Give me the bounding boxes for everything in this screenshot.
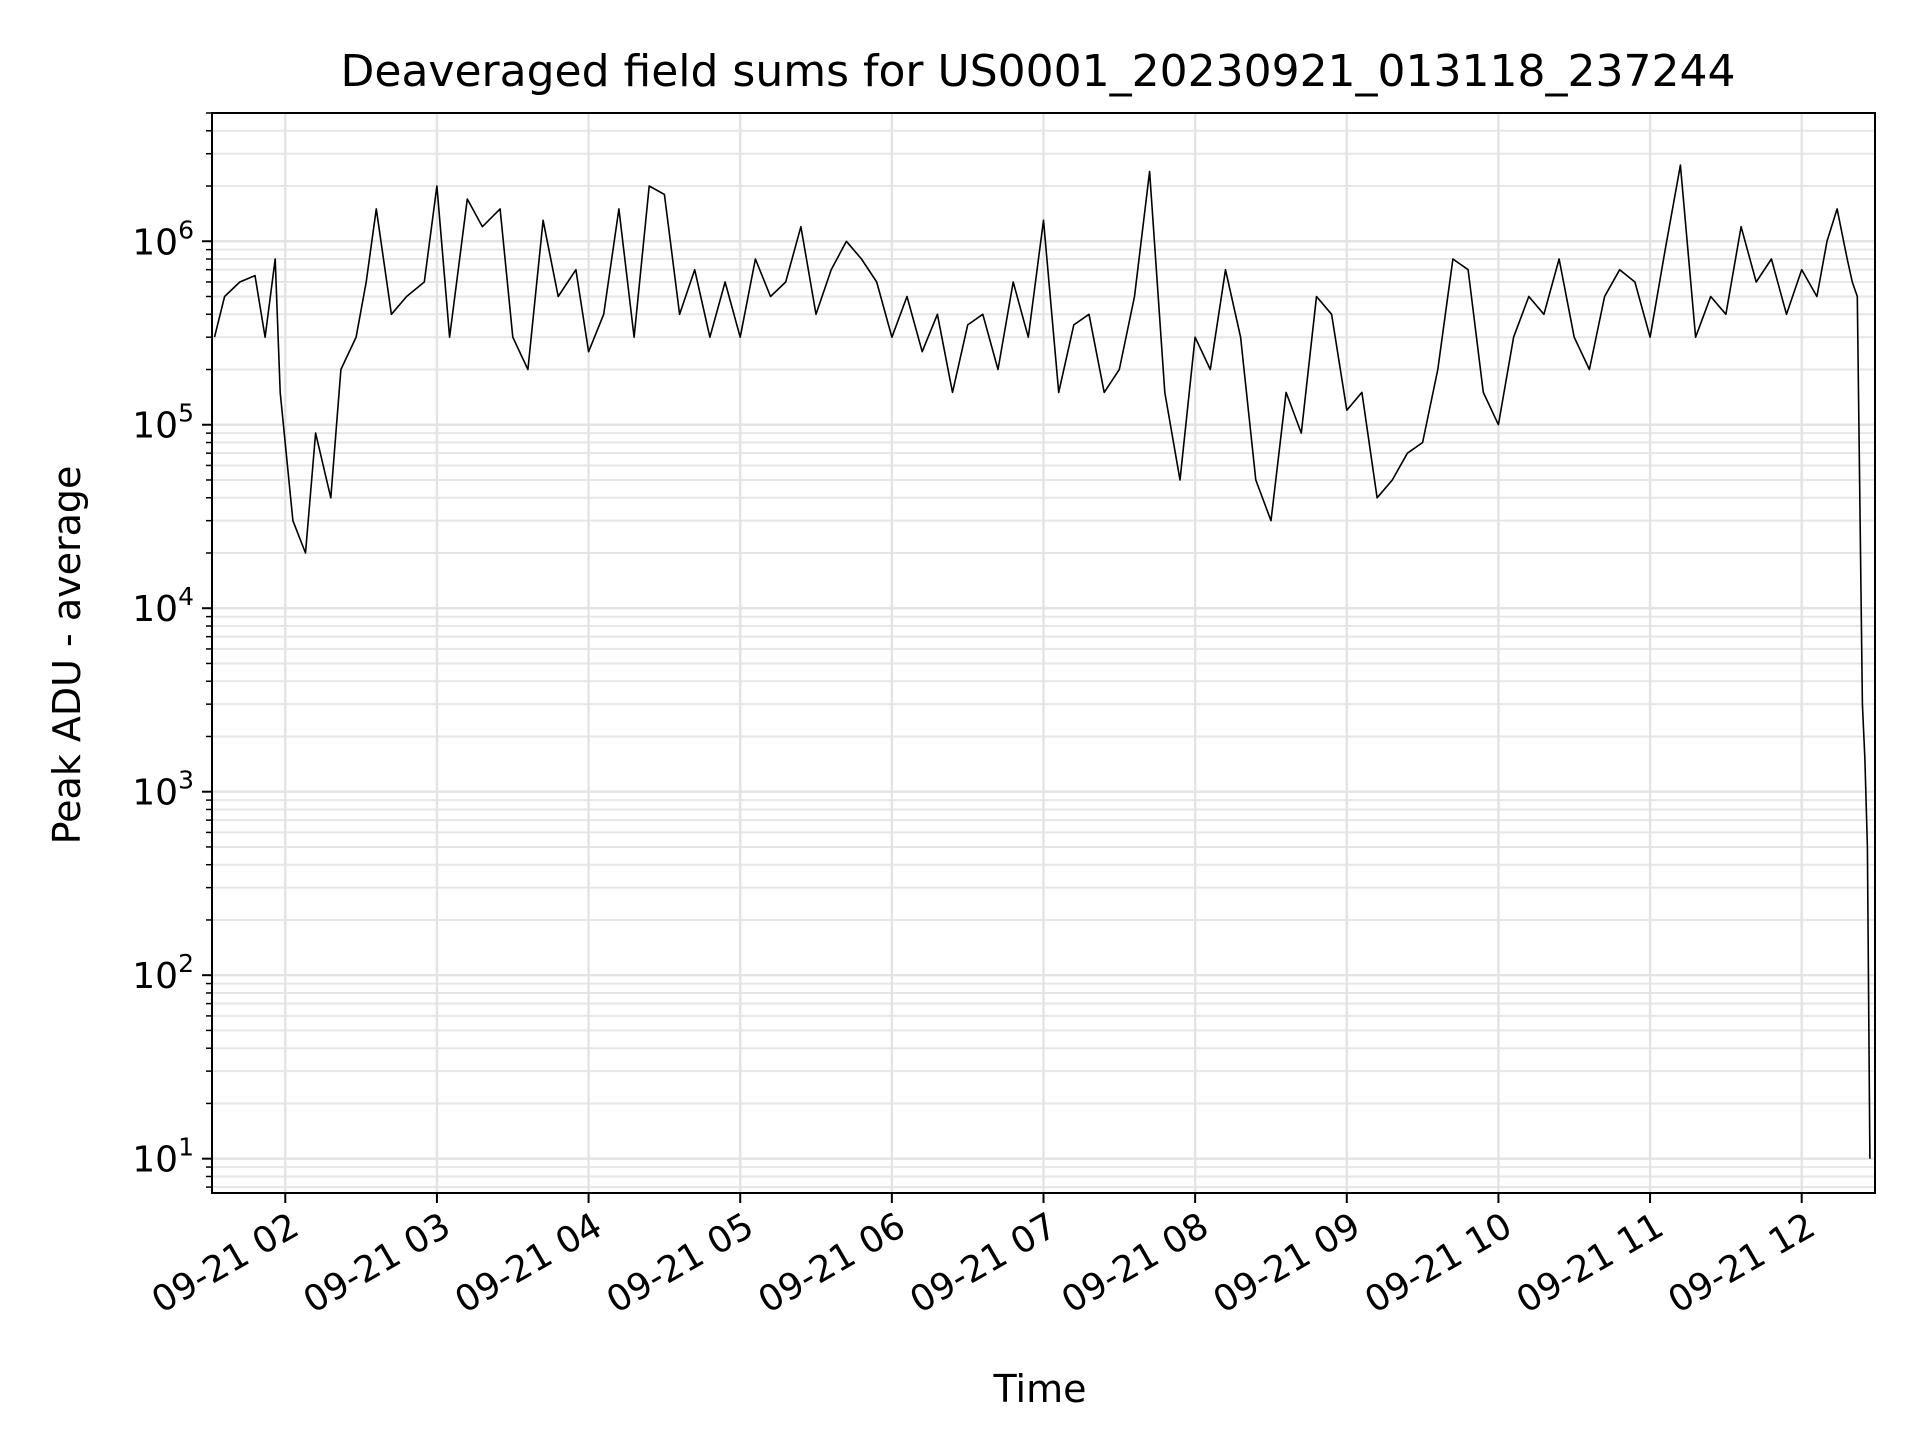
y-tick-label-exponent: 5 (178, 399, 194, 428)
y-axis-label: Peak ADU - average (45, 466, 89, 845)
plot-area (213, 164, 1871, 1159)
y-tick-label-base: 10 (132, 406, 178, 447)
y-tick-label: 103 (132, 766, 194, 814)
y-tick-label-exponent: 1 (178, 1133, 194, 1162)
y-tick-label-exponent: 2 (178, 949, 194, 978)
grid-lines (212, 112, 1875, 1193)
x-axis-label: Time (993, 1367, 1087, 1411)
y-tick-label: 102 (132, 949, 194, 997)
y-tick-label-exponent: 4 (178, 582, 194, 611)
chart-title: Deaveraged field sums for US0001_2023092… (341, 46, 1736, 97)
y-tick-label: 104 (132, 582, 194, 630)
y-tick-label-base: 10 (132, 1140, 178, 1181)
y-tick-label-exponent: 6 (178, 215, 194, 244)
y-tick-label-base: 10 (132, 956, 178, 997)
series-line-0 (213, 164, 1871, 1159)
y-tick-label-base: 10 (132, 773, 178, 814)
y-tick-label-base: 10 (132, 222, 178, 263)
y-tick-label-exponent: 3 (178, 766, 194, 795)
tick-marks (202, 112, 1803, 1203)
y-tick-label: 105 (132, 399, 194, 447)
y-tick-label: 101 (132, 1133, 194, 1181)
y-tick-label: 106 (132, 215, 194, 263)
y-tick-label-base: 10 (132, 589, 178, 630)
